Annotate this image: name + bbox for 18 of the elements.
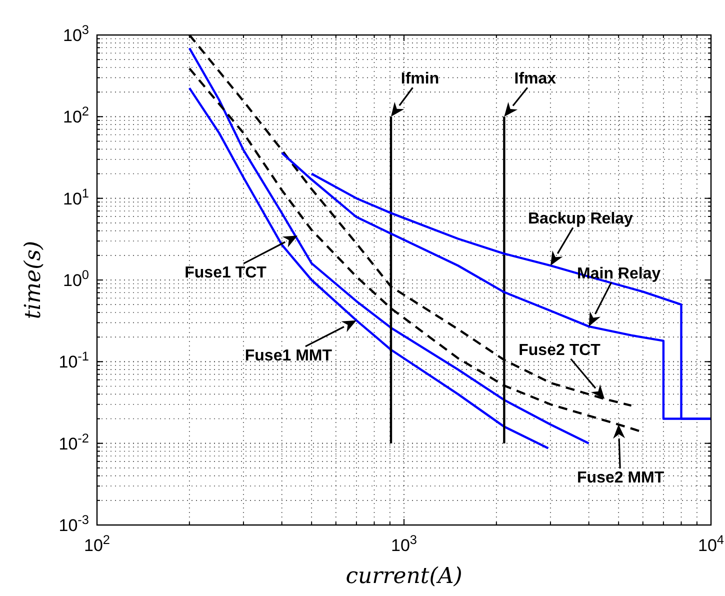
- annotation: Main Relay: [577, 265, 661, 282]
- annotation: Fuse2 TCT: [518, 342, 601, 359]
- y-tick-label: 10$^{2}$: [62, 103, 89, 127]
- y-tick-label: 10$^{-2}$: [58, 430, 89, 454]
- x-tick-label: 10$^{3}$: [390, 532, 418, 555]
- annotation: Backup Relay: [528, 210, 634, 228]
- annotation: Fuse2 MMT: [577, 470, 664, 487]
- annotation: Ifmin: [400, 70, 440, 88]
- y-tick-label: 10$^{1}$: [62, 184, 89, 208]
- y-tick-label: 10$^{-1}$: [58, 348, 89, 372]
- y-axis-title: time(s): [21, 240, 46, 320]
- x-axis-title: current(A): [346, 564, 462, 589]
- annotation: Fuse1 TCT: [184, 264, 267, 282]
- annotation: Ifmax: [514, 70, 556, 88]
- x-tick-label: 10$^{4}$: [698, 532, 724, 555]
- annotation: Fuse1 MMT: [244, 347, 332, 364]
- y-tick-label: 10$^{3}$: [62, 22, 89, 45]
- y-tick-label: 10$^{0}$: [62, 266, 89, 290]
